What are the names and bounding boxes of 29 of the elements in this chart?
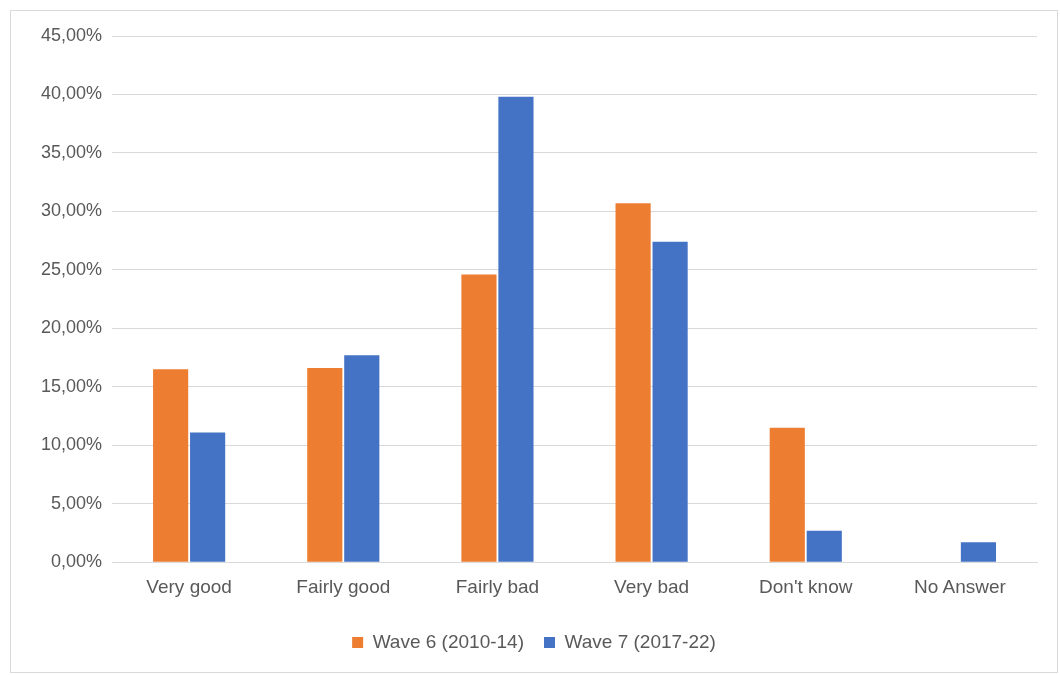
y-tick-label: 5,00%	[51, 492, 103, 513]
y-tick-label: 45,00%	[40, 24, 103, 45]
y-tick-label: 15,00%	[40, 375, 103, 396]
bar	[153, 369, 189, 562]
bar	[806, 530, 842, 562]
bar	[461, 274, 497, 562]
bar	[190, 432, 226, 562]
y-tick-label: 35,00%	[40, 141, 103, 162]
x-tick-label: Fairly good	[296, 575, 391, 597]
y-tick-label: 25,00%	[40, 258, 103, 279]
y-tick-label: 10,00%	[40, 434, 103, 455]
y-tick-label: 20,00%	[40, 317, 103, 338]
bar	[615, 203, 651, 562]
bar	[344, 355, 380, 562]
y-tick-label: 30,00%	[40, 200, 103, 221]
x-tick-label: Don't know	[759, 575, 853, 597]
x-tick-label: No Answer	[913, 575, 1007, 597]
y-tick-label: 0,00%	[51, 551, 103, 572]
legend-label: Wave 7 (2017-22)	[564, 630, 716, 652]
bar	[652, 241, 688, 562]
x-tick-label: Very good	[146, 575, 232, 597]
x-tick-label: Very bad	[614, 575, 690, 597]
x-tick-label: Fairly bad	[455, 575, 540, 597]
legend-label: Wave 6 (2010-14)	[372, 630, 525, 652]
bar	[498, 96, 534, 562]
bar	[769, 427, 805, 562]
bar	[307, 368, 343, 562]
y-tick-label: 40,00%	[40, 83, 103, 104]
bar	[960, 542, 996, 562]
